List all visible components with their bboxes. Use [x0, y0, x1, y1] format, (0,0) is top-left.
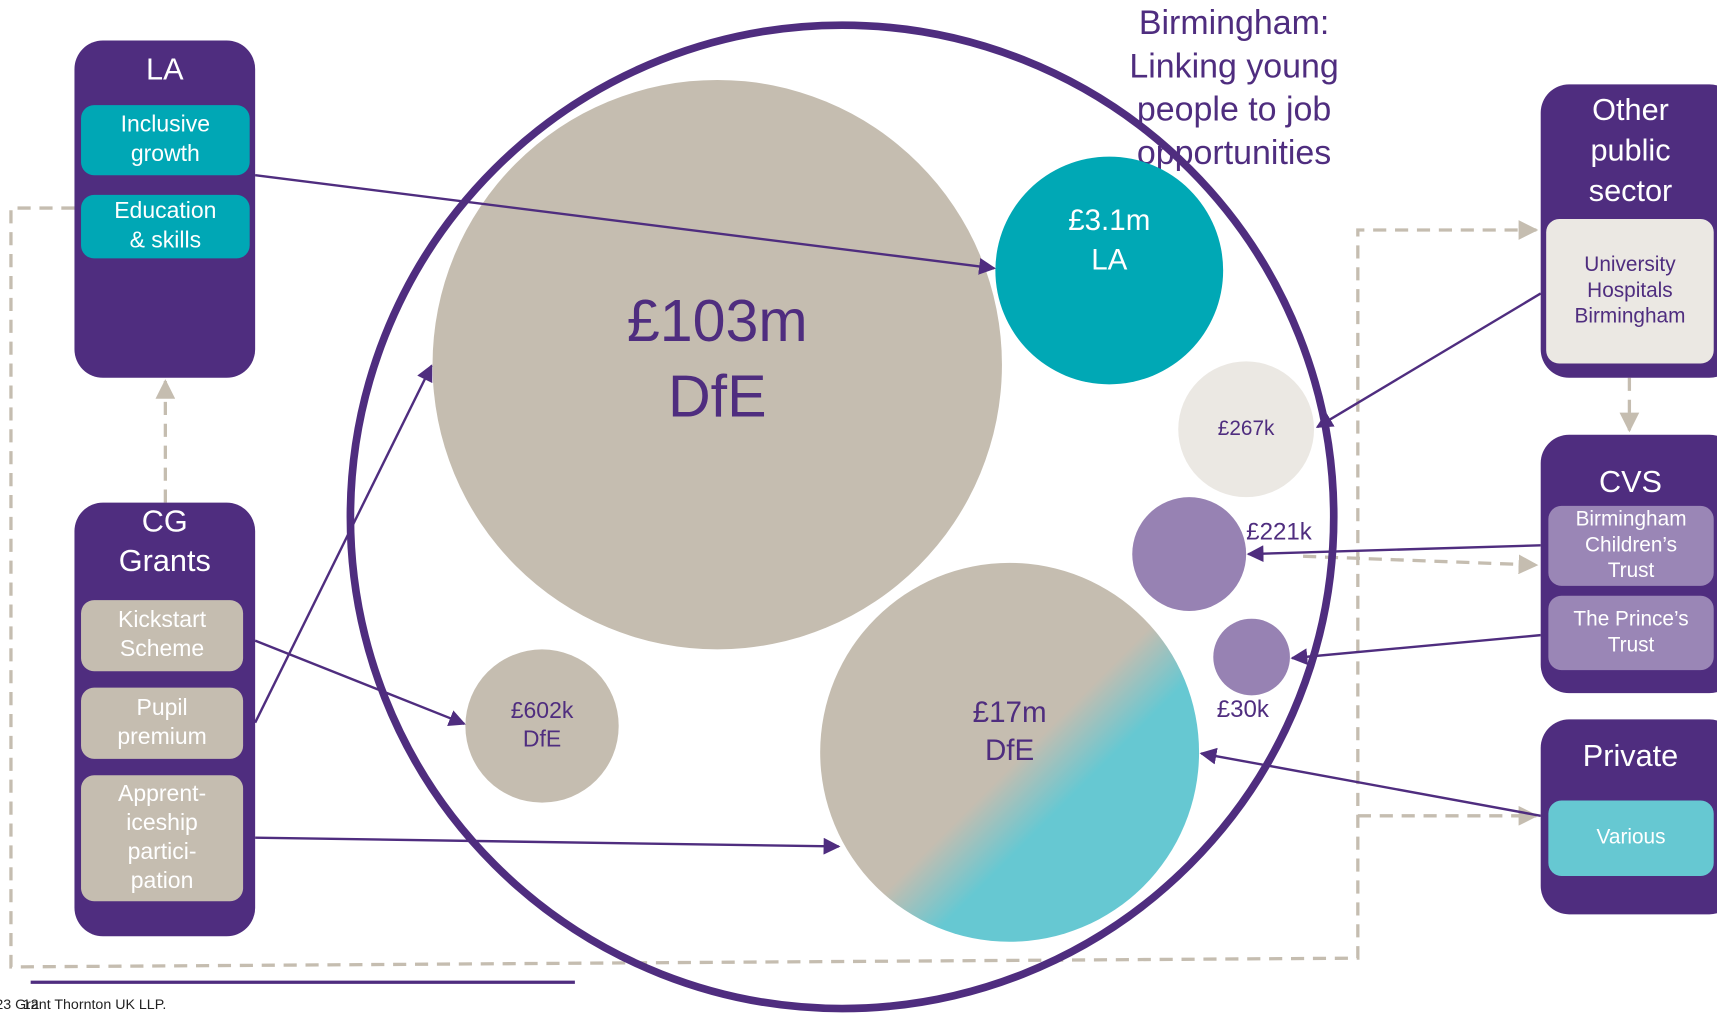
source-item-label: Apprent-	[118, 780, 206, 806]
page-number: 12	[23, 997, 39, 1013]
title: Birmingham:	[1139, 4, 1329, 42]
funding-circle	[465, 649, 619, 803]
title: people to job	[1137, 91, 1331, 129]
source-item	[81, 687, 244, 759]
source-item	[1548, 800, 1714, 877]
source-item-label: The Prince’s	[1573, 608, 1688, 631]
funding-circle	[995, 156, 1224, 385]
source-item-label: Education	[114, 197, 216, 223]
funding-circle	[432, 79, 1002, 650]
title: opportunities	[1137, 134, 1331, 172]
funding-label: £602k	[511, 697, 574, 723]
funding-label: £267k	[1218, 417, 1275, 440]
source-item-label: Pupil	[137, 694, 188, 720]
arrows	[254, 174, 1542, 855]
source-label: sector	[1589, 174, 1672, 208]
funding-label: £30k	[1217, 696, 1270, 723]
source-label: Grants	[119, 544, 211, 578]
funding-circle	[820, 562, 1200, 942]
source-item	[1548, 505, 1714, 586]
source-item-label: Scheme	[120, 635, 204, 661]
funding-label: £103m	[627, 287, 808, 354]
source-item-label: Kickstart	[118, 606, 207, 632]
funding-label: DfE	[523, 725, 561, 751]
source-label: CVS	[1599, 465, 1662, 499]
source-item-label: partici-	[128, 838, 197, 864]
source-label: CG	[142, 505, 188, 539]
funding-label: £221k	[1246, 519, 1313, 546]
funding-label: £3.1m	[1068, 204, 1150, 237]
source-item-label: Trust	[1608, 633, 1655, 656]
source-item-label: growth	[131, 140, 200, 166]
source-item-label: University	[1584, 253, 1676, 276]
source-item-label: Inclusive	[121, 111, 210, 137]
source-item-label: Hospitals	[1587, 279, 1673, 302]
source-label: Private	[1583, 739, 1678, 773]
funding-label: DfE	[668, 362, 767, 429]
source-item	[81, 105, 250, 176]
source-item-label: premium	[117, 723, 206, 749]
source-item	[81, 775, 244, 902]
source-item	[81, 194, 250, 259]
title: Linking young	[1129, 47, 1338, 85]
source-item	[1548, 595, 1714, 671]
funding-label: LA	[1091, 244, 1127, 277]
source-item-label: Various	[1597, 826, 1666, 849]
source-item-label: Children’s	[1585, 533, 1677, 556]
source-label: Other	[1592, 93, 1669, 127]
funding-label: £17m	[973, 696, 1047, 729]
funding-circle	[1178, 361, 1315, 498]
dashed-links	[9, 206, 1640, 969]
source-item-label: pation	[131, 867, 194, 893]
source-item	[1546, 219, 1714, 364]
source-item-label: Birmingham	[1576, 508, 1687, 531]
outer-circle	[346, 21, 1338, 1013]
source-item-label: iceship	[126, 809, 198, 835]
source-item-label: Birmingham	[1574, 305, 1685, 328]
funding-circle	[1213, 618, 1290, 696]
copyright: © 2023 Grant Thornton UK LLP.	[0, 997, 166, 1013]
source-item	[81, 600, 244, 672]
source-label: LA	[146, 52, 184, 86]
source-label: public	[1590, 133, 1670, 167]
source-item-label: Trust	[1608, 559, 1655, 582]
source-item-label: & skills	[130, 226, 202, 252]
funding-circle	[1132, 497, 1247, 612]
funding-label: DfE	[985, 734, 1034, 767]
